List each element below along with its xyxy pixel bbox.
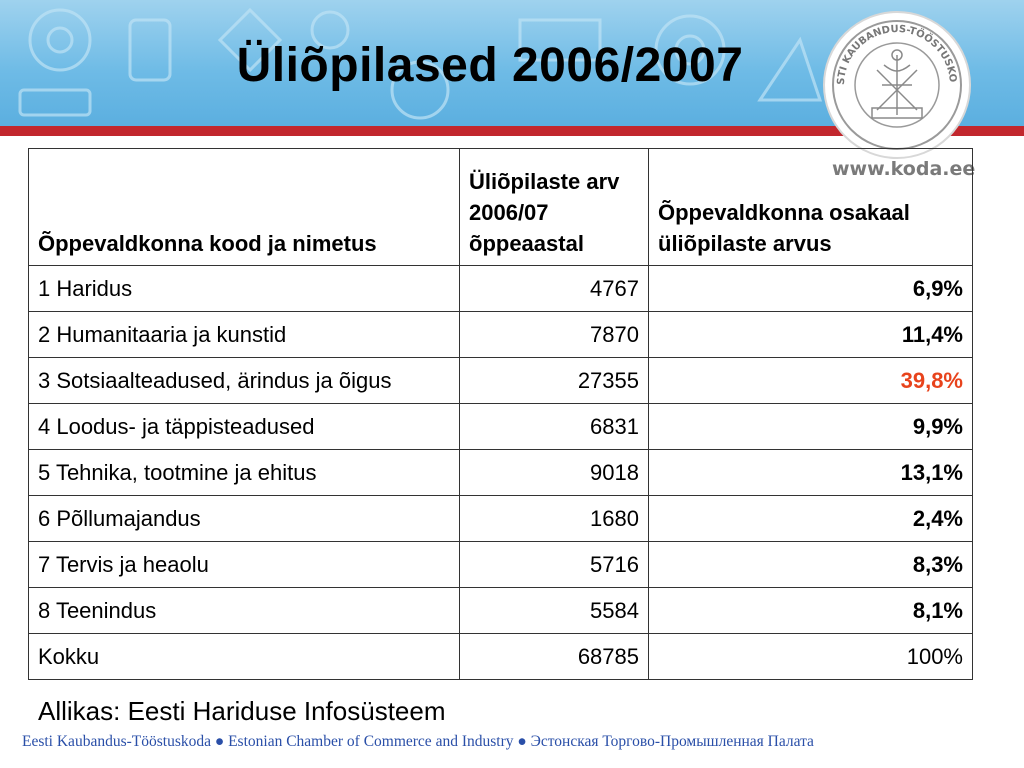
share-percent: 6,9% (648, 265, 973, 312)
total-label: Kokku (28, 633, 460, 680)
table-row: 3 Sotsiaalteadused, ärindus ja õigus 273… (28, 357, 973, 404)
student-count: 5584 (459, 587, 649, 634)
table-row: 2 Humanitaaria ja kunstid 7870 11,4% (28, 311, 973, 358)
header-pattern (18, 7, 823, 120)
students-table: Õppevaldkonna kood ja nimetus Üliõpilast… (28, 148, 973, 680)
field-name: 2 Humanitaaria ja kunstid (28, 311, 460, 358)
total-count: 68785 (459, 633, 649, 680)
share-percent: 2,4% (648, 495, 973, 542)
table-row: 5 Tehnika, tootmine ja ehitus 9018 13,1% (28, 449, 973, 496)
student-count: 6831 (459, 403, 649, 450)
field-name: 5 Tehnika, tootmine ja ehitus (28, 449, 460, 496)
header-student-count: Üliõpilaste arv 2006/07 õppeaastal (459, 148, 649, 266)
field-name: 4 Loodus- ja täppisteadused (28, 403, 460, 450)
header-field-name: Õppevaldkonna kood ja nimetus (28, 148, 460, 266)
share-percent: 9,9% (648, 403, 973, 450)
chamber-seal-logo: EESTI KAUBANDUS-TÖÖSTUSKODA (822, 10, 971, 159)
source-note: Allikas: Eesti Hariduse Infosüsteem (38, 696, 446, 726)
table-header-row: Õppevaldkonna kood ja nimetus Üliõpilast… (28, 148, 973, 266)
share-percent: 8,3% (648, 541, 973, 588)
table-row: 8 Teenindus 5584 8,1% (28, 587, 973, 634)
student-count: 1680 (459, 495, 649, 542)
table-row: 1 Haridus 4767 6,9% (28, 265, 973, 312)
student-count: 27355 (459, 357, 649, 404)
student-count: 4767 (459, 265, 649, 312)
field-name: 7 Tervis ja heaolu (28, 541, 460, 588)
table-row: 6 Põllumajandus 1680 2,4% (28, 495, 973, 542)
header-share: Õppevaldkonna osakaal üliõpilaste arvus (648, 148, 973, 266)
header-red-stripe (0, 126, 1024, 136)
total-share: 100% (648, 633, 973, 680)
table-row: 7 Tervis ja heaolu 5716 8,3% (28, 541, 973, 588)
share-percent-highlighted: 39,8% (648, 357, 973, 404)
table-row: 4 Loodus- ja täppisteadused 6831 9,9% (28, 403, 973, 450)
student-count: 7870 (459, 311, 649, 358)
table-total-row: Kokku 68785 100% (28, 633, 973, 680)
field-name: 1 Haridus (28, 265, 460, 312)
student-count: 5716 (459, 541, 649, 588)
field-name: 8 Teenindus (28, 587, 460, 634)
share-percent: 8,1% (648, 587, 973, 634)
share-percent: 13,1% (648, 449, 973, 496)
page-title: Üliõpilased 2006/2007 (236, 39, 744, 92)
share-percent: 11,4% (648, 311, 973, 358)
field-name: 3 Sotsiaalteadused, ärindus ja õigus (28, 357, 460, 404)
footer-organization: Eesti Kaubandus-Tööstuskoda ● Estonian C… (22, 733, 814, 750)
student-count: 9018 (459, 449, 649, 496)
field-name: 6 Põllumajandus (28, 495, 460, 542)
